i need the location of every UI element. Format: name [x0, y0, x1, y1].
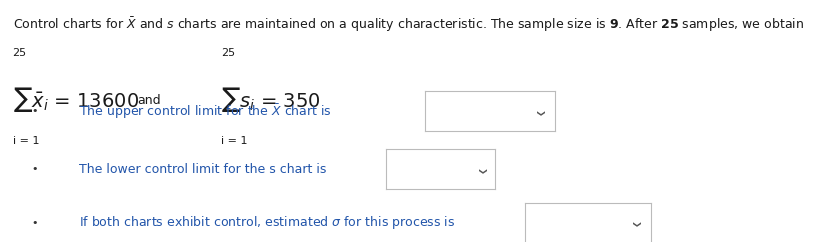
Text: 25: 25: [221, 48, 235, 58]
Text: and: and: [138, 94, 161, 107]
Text: •: •: [32, 106, 38, 116]
Text: i = 1: i = 1: [13, 136, 39, 145]
Text: 25: 25: [13, 48, 27, 58]
Text: Control charts for $\bar{X}$ and $s$ charts are maintained on a quality characte: Control charts for $\bar{X}$ and $s$ cha…: [13, 16, 803, 34]
Text: ❯: ❯: [535, 110, 544, 117]
Text: The lower control limit for the s chart is: The lower control limit for the s chart …: [79, 163, 327, 176]
Text: If both charts exhibit control, estimated $\sigma$ for this process is: If both charts exhibit control, estimate…: [79, 214, 455, 231]
Text: $\sum\bar{x}_i$ = 13600: $\sum\bar{x}_i$ = 13600: [13, 85, 138, 114]
Text: $\sum s_i$ = 350: $\sum s_i$ = 350: [221, 85, 320, 114]
Text: •: •: [32, 218, 38, 228]
Text: i = 1: i = 1: [221, 136, 248, 145]
Text: •: •: [32, 164, 38, 174]
Text: ❯: ❯: [477, 168, 486, 175]
Text: ❯: ❯: [631, 221, 640, 228]
Text: The upper control limit for the $\bar{X}$ chart is: The upper control limit for the $\bar{X}…: [79, 102, 332, 121]
